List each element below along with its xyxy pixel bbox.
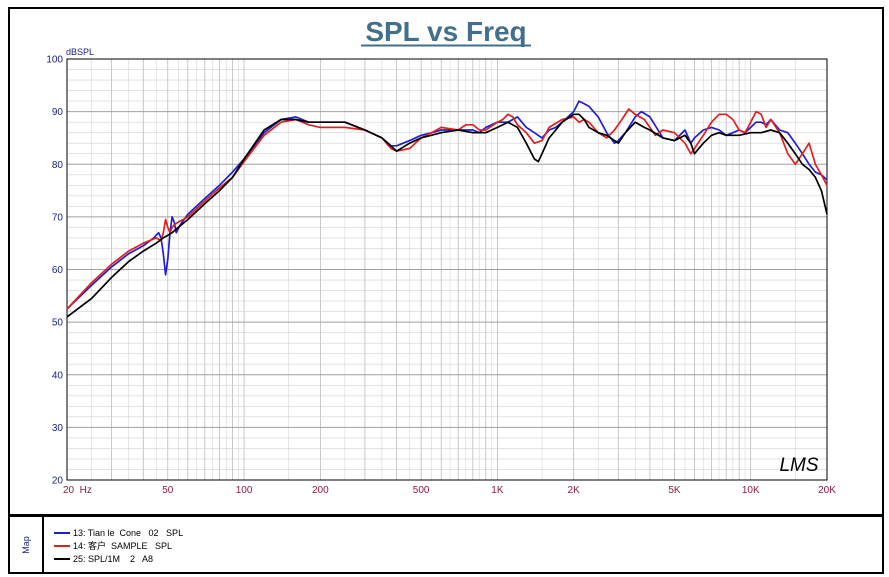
y-tick-label: 20 bbox=[52, 476, 64, 487]
x-tick-label: 1K bbox=[491, 485, 504, 496]
legend-swatch bbox=[54, 531, 70, 534]
data-series bbox=[66, 100, 828, 318]
y-axis-label: dBSPL bbox=[66, 47, 94, 57]
chart-title-group: SPL vs Freq bbox=[361, 16, 531, 47]
chart-title: SPL vs Freq bbox=[365, 16, 526, 47]
plot-border bbox=[66, 58, 828, 481]
series-line bbox=[66, 108, 828, 310]
y-tick-labels: 20 30 40 50 60 70 80 90 100 bbox=[46, 55, 63, 487]
y-tick-label: 30 bbox=[52, 423, 64, 434]
x-tick-label: 20 Hz bbox=[63, 485, 92, 496]
legend-item[interactable]: 13: Tian le Cone 02 SPL bbox=[54, 526, 183, 539]
x-tick-label: 500 bbox=[413, 485, 430, 496]
x-tick-labels: 20 Hz 50 100 200 500 1K 2K 5K 10K 20K bbox=[63, 485, 836, 496]
x-tick-label: 20K bbox=[818, 485, 836, 496]
x-tick-label: 100 bbox=[236, 485, 253, 496]
lms-watermark: LMS bbox=[779, 455, 818, 476]
legend-swatch bbox=[54, 544, 70, 547]
legend-label: 25: SPL/1M 2 A8 bbox=[73, 553, 154, 564]
x-tick-label: 10K bbox=[742, 485, 760, 496]
y-tick-label: 50 bbox=[52, 318, 64, 329]
y-tick-label: 70 bbox=[52, 212, 64, 223]
legend-label: 14: 客户 SAMPLE SPL bbox=[73, 541, 173, 551]
y-tick-label: 100 bbox=[46, 55, 63, 66]
x-tick-label: 5K bbox=[668, 485, 681, 496]
y-tick-label: 90 bbox=[52, 107, 64, 118]
legend-label: 13: Tian le Cone 02 SPL bbox=[73, 527, 184, 538]
y-tick-label: 60 bbox=[52, 265, 64, 276]
legend: 13: Tian le Cone 02 SPL 14: 客户 SAMPLE SP… bbox=[54, 526, 183, 565]
y-tick-label: 80 bbox=[52, 160, 64, 171]
y-tick-label: 40 bbox=[52, 370, 64, 381]
legend-panel: Map 13: Tian le Cone 02 SPL 14: 客户 SAMPL… bbox=[8, 515, 884, 574]
x-tick-label: 2K bbox=[568, 485, 581, 496]
legend-item[interactable]: 25: SPL/1M 2 A8 bbox=[54, 552, 183, 565]
x-tick-label: 200 bbox=[312, 485, 329, 496]
legend-swatch bbox=[54, 557, 70, 560]
grid-lines bbox=[66, 58, 828, 481]
series-line bbox=[66, 113, 828, 318]
legend-item[interactable]: 14: 客户 SAMPLE SPL bbox=[54, 539, 183, 552]
x-tick-label: 50 bbox=[162, 485, 174, 496]
legend-tab[interactable]: Map bbox=[10, 517, 44, 572]
